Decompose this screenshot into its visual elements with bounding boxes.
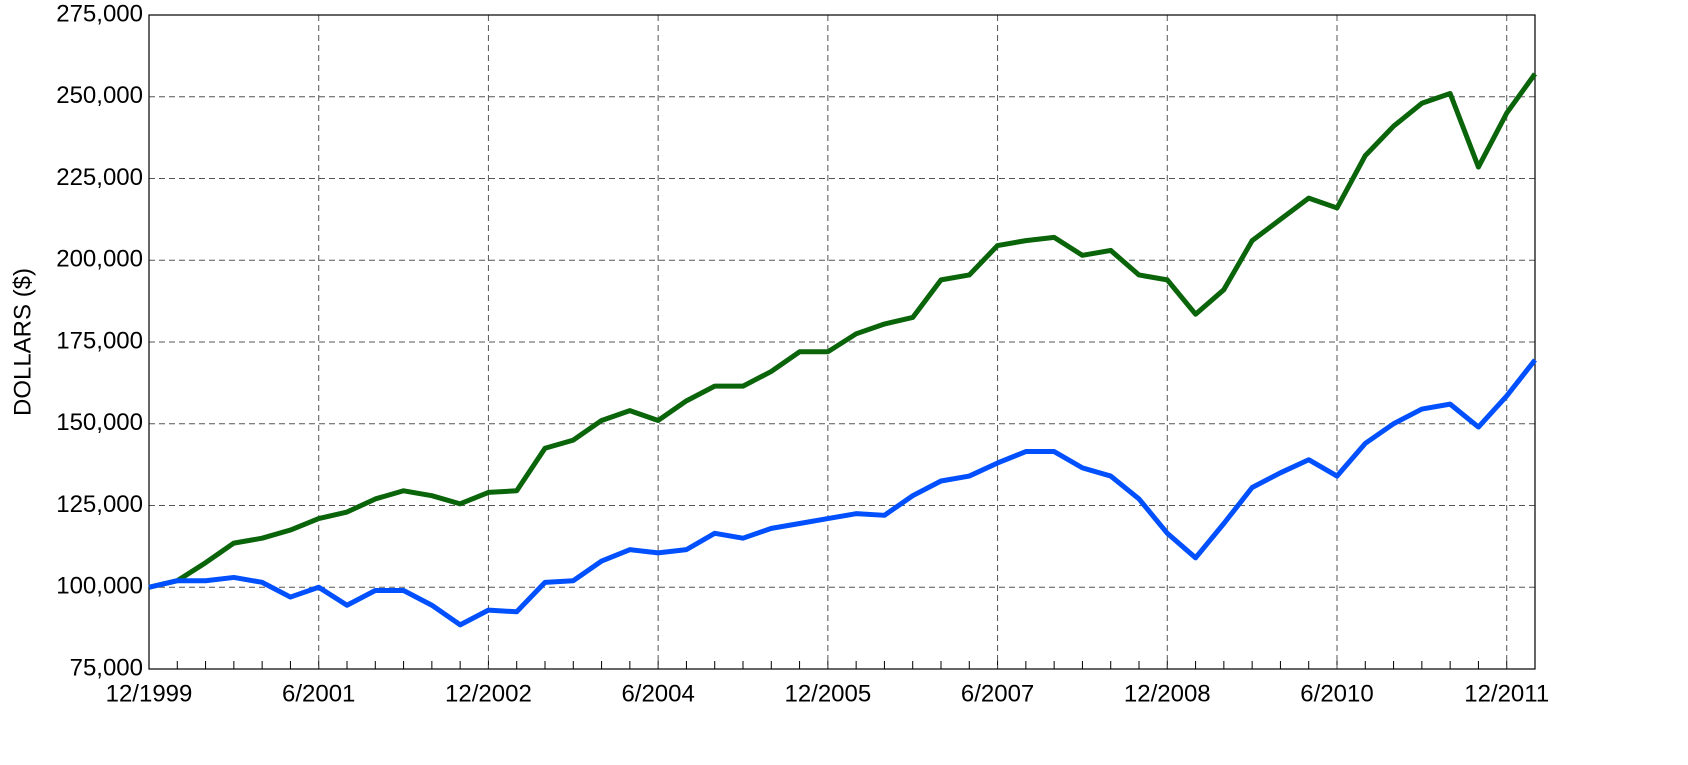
y-tick-label: 225,000 xyxy=(56,164,143,191)
y-axis-label: DOLLARS ($) xyxy=(9,268,36,416)
x-tick-label: 6/2004 xyxy=(621,680,694,707)
x-tick-label: 6/2010 xyxy=(1300,680,1373,707)
series-line xyxy=(148,72,1538,590)
y-tick-label: 250,000 xyxy=(56,82,143,109)
y-tick-label: 275,000 xyxy=(56,0,143,27)
x-tick-label: 12/1999 xyxy=(106,680,193,707)
plot-frame xyxy=(148,14,1536,670)
series-line xyxy=(148,358,1537,628)
x-tick-label: 12/2002 xyxy=(445,680,532,707)
x-tick-label: 6/2001 xyxy=(282,680,355,707)
y-tick-label: 100,000 xyxy=(56,573,143,600)
y-tick-label: 200,000 xyxy=(56,246,143,273)
x-tick-label: 12/2005 xyxy=(784,680,871,707)
x-tick-label: 12/2011 xyxy=(1464,680,1549,707)
y-tick-label: 175,000 xyxy=(56,327,143,354)
x-tick-label: 12/2008 xyxy=(1124,680,1211,707)
y-tick-label: 125,000 xyxy=(56,491,143,518)
y-tick-label: 150,000 xyxy=(56,409,143,436)
x-tick-label: 6/2007 xyxy=(961,680,1034,707)
y-tick-label: 75,000 xyxy=(70,654,143,681)
